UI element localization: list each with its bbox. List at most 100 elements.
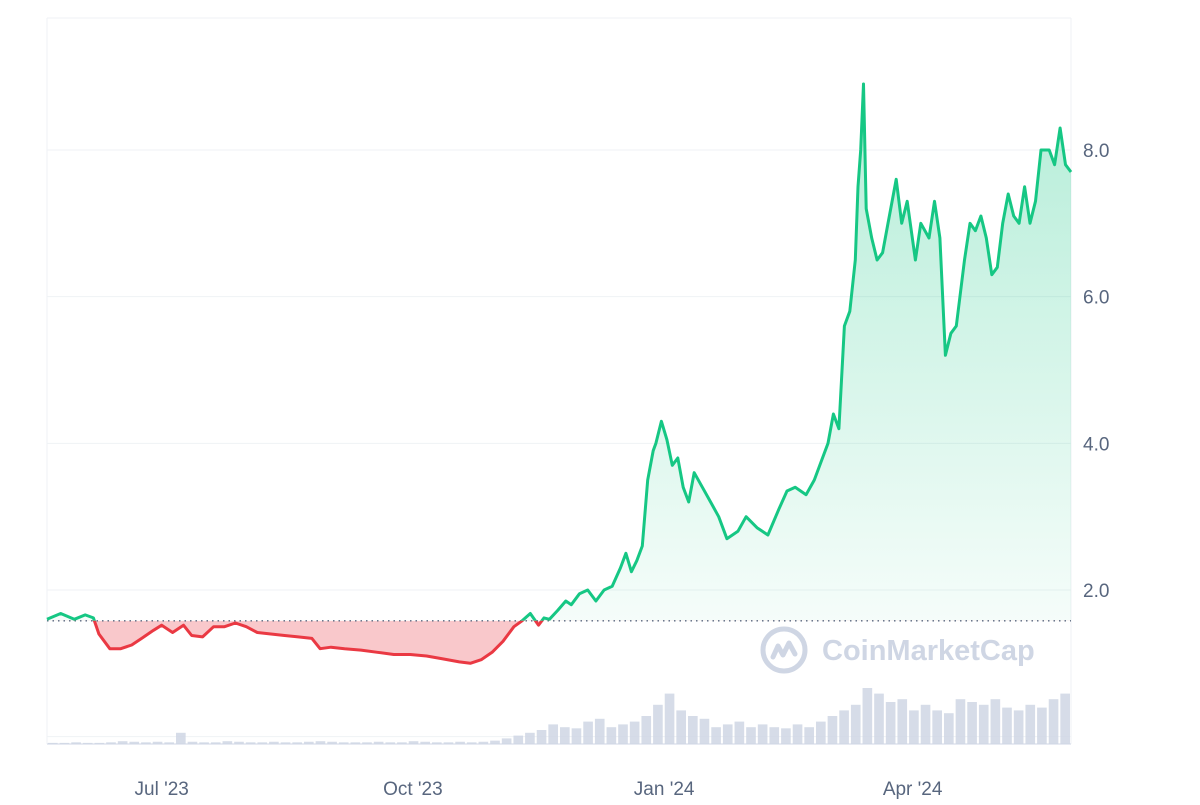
x-tick-label: Apr '24 <box>883 779 943 800</box>
volume-bar <box>397 742 407 744</box>
volume-bar <box>909 710 919 744</box>
volume-bar <box>71 742 81 744</box>
price-line <box>46 82 1073 665</box>
volume-bar <box>711 727 721 744</box>
volume-bar <box>792 724 803 744</box>
volume-bar <box>222 741 233 744</box>
volume-bar <box>269 741 279 744</box>
volume-bar <box>420 741 430 744</box>
volume-bar <box>1048 699 1059 744</box>
volume-bar <box>141 742 151 744</box>
x-tick-label: Jul '23 <box>135 779 189 800</box>
y-tick-label: 6.0 <box>1083 288 1109 309</box>
y-axis-ticks: 2.0 4.0 6.0 8.0 <box>1083 141 1109 602</box>
volume-bar <box>513 735 524 744</box>
volume-bar <box>536 730 547 744</box>
volume-bars <box>48 688 1070 744</box>
volume-bar <box>187 741 198 744</box>
volume-bar <box>350 742 361 744</box>
volume-bar <box>94 742 105 744</box>
volume-bar <box>1025 704 1036 744</box>
volume-bar <box>478 741 489 744</box>
volume-bar <box>816 721 826 744</box>
volume-bar <box>304 741 314 744</box>
volume-bar <box>676 710 686 744</box>
volume-bar <box>48 742 58 744</box>
volume-bar <box>932 710 942 744</box>
price-line-up <box>46 82 1073 621</box>
volume-bar <box>466 742 477 744</box>
volume-bar <box>722 724 733 744</box>
volume-bar <box>280 742 291 744</box>
volume-bar <box>129 741 140 744</box>
volume-bar <box>408 741 419 744</box>
volume-bar <box>955 699 966 744</box>
volume-bar <box>117 741 128 744</box>
volume-bar <box>850 704 861 744</box>
volume-bar <box>560 727 570 744</box>
watermark-text: CoinMarketCap <box>822 635 1035 667</box>
volume-bar <box>385 742 396 744</box>
volume-bar <box>234 741 244 744</box>
volume-bar <box>432 742 442 744</box>
volume-bar <box>373 741 384 744</box>
volume-bar <box>443 742 454 744</box>
volume-bar <box>862 688 873 744</box>
price-line-down <box>74 620 550 665</box>
volume-bar <box>897 699 908 744</box>
price-area <box>47 84 1071 664</box>
volume-bar <box>455 741 465 744</box>
volume-bar <box>571 728 582 744</box>
volume-bar <box>827 716 838 744</box>
volume-bar <box>804 727 814 744</box>
x-tick-label: Jan '24 <box>634 779 695 800</box>
x-tick-label: Oct '23 <box>383 779 443 800</box>
y-tick-label: 2.0 <box>1083 581 1109 602</box>
volume-bar <box>839 710 849 744</box>
volume-bar <box>1060 693 1070 744</box>
volume-bar <box>164 742 174 744</box>
volume-bar <box>990 699 1001 744</box>
volume-bar <box>769 727 780 744</box>
volume-bar <box>653 704 663 744</box>
volume-bar <box>525 732 535 744</box>
volume-bar <box>1002 707 1012 744</box>
volume-bar <box>641 716 652 744</box>
volume-bar <box>1037 707 1047 744</box>
volume-bar <box>583 721 593 744</box>
volume-bar <box>59 742 70 744</box>
volume-bar <box>210 742 221 744</box>
volume-bar <box>1013 710 1024 744</box>
area-above-baseline <box>47 84 1071 621</box>
volume-bar <box>664 693 675 744</box>
volume-bar <box>362 742 372 744</box>
volume-bar <box>338 742 349 744</box>
volume-bar <box>978 704 989 744</box>
volume-bar <box>490 740 500 744</box>
volume-bar <box>152 741 163 744</box>
volume-bar <box>967 702 977 744</box>
volume-bar <box>501 738 512 744</box>
volume-bar <box>746 727 756 744</box>
volume-bar <box>734 721 745 744</box>
volume-bar <box>618 724 628 744</box>
volume-bar <box>327 741 337 744</box>
volume-bar <box>688 716 698 744</box>
volume-bar <box>874 693 884 744</box>
volume-bar <box>885 702 896 744</box>
volume-bar <box>699 718 710 744</box>
volume-bar <box>548 724 558 744</box>
volume-bar <box>82 742 93 744</box>
volume-bar <box>292 742 302 744</box>
area-below-baseline <box>47 620 1071 664</box>
volume-bar <box>245 742 256 744</box>
volume-bar <box>257 742 268 744</box>
volume-bar <box>944 713 954 744</box>
volume-bar <box>315 741 326 744</box>
volume-bar <box>106 742 116 744</box>
volume-bar <box>199 742 209 744</box>
volume-bar <box>606 727 617 744</box>
volume-bar <box>757 724 768 744</box>
